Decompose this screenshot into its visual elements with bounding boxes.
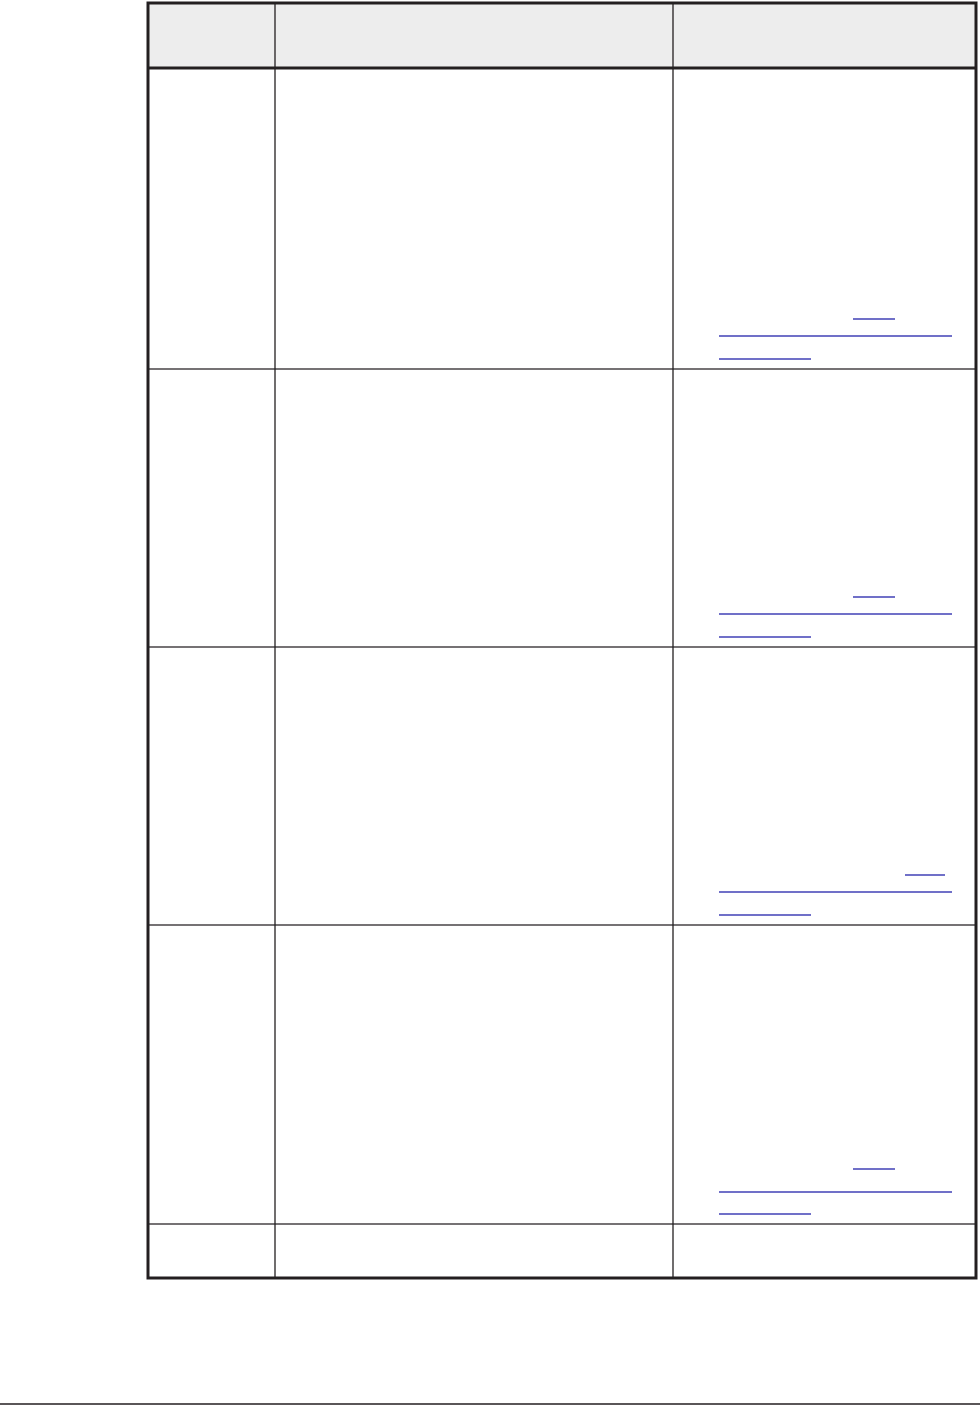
table-border bbox=[146, 1, 978, 1280]
link-underlines bbox=[719, 318, 952, 1215]
table-header-background bbox=[148, 3, 976, 68]
